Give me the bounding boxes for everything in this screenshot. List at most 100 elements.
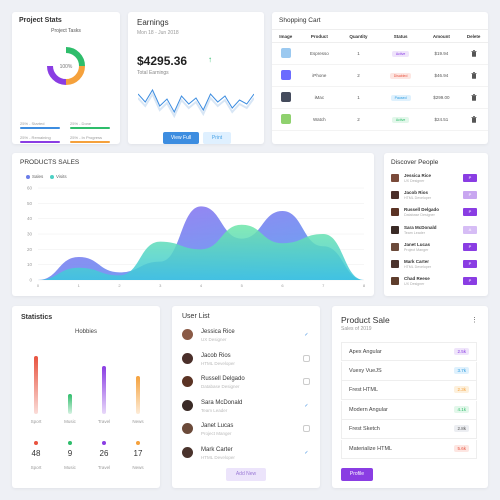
user-checkbox[interactable]: ✓	[303, 449, 310, 456]
user-role: Database Designer	[201, 384, 240, 390]
hobby-dot	[68, 441, 72, 445]
list-item: Sara McDonald Team Leader A	[391, 224, 483, 238]
list-item: Materialize HTML 5.6k	[341, 439, 477, 459]
user-name: Jacob Rios	[201, 352, 231, 359]
cart-product: Espresso	[299, 42, 340, 65]
earnings-line	[138, 88, 254, 114]
cart-image-cell	[272, 108, 300, 131]
person-name: Mark Carter	[404, 259, 430, 264]
follow-button[interactable]: P	[463, 208, 477, 217]
follow-button[interactable]: P	[463, 242, 477, 251]
x-tick-label: 5	[241, 283, 244, 288]
trash-icon[interactable]	[471, 49, 477, 58]
product-name: Frest Sketch	[349, 426, 380, 432]
person-role: Database Designer	[404, 213, 435, 218]
user-checkbox[interactable]	[303, 425, 310, 433]
avatar	[391, 191, 399, 200]
status-badge: Paused	[390, 94, 411, 101]
earnings-card: Earnings Mon 18 - Jun 2018 $4295.36 ↑ To…	[128, 12, 264, 144]
y-tick-label: 30	[27, 232, 33, 237]
product-sales-area-chart: 0 10 20 30 40 50 60 0 1 2 3 4 5 6 7 8	[27, 186, 366, 289]
project-tasks-donut: 100%	[47, 47, 85, 85]
follow-button[interactable]: P	[463, 191, 477, 200]
add-new-button[interactable]: Add New	[226, 468, 266, 481]
cart-image-cell	[272, 42, 300, 65]
legend-sales-swatch	[26, 174, 30, 179]
person-role: HTML Developer	[404, 196, 432, 201]
view-full-button[interactable]: View Full	[163, 132, 199, 144]
hobby-label: Sport	[30, 419, 42, 424]
list-item: Modern Angular 4.1k	[341, 400, 477, 420]
discover-people-card: Discover People Jessica Rice UX Designer P…	[384, 153, 488, 296]
list-item: Jacob Rios HTML Developer	[182, 351, 312, 371]
person-name: Jacob Rios	[404, 190, 429, 196]
user-checkbox[interactable]: ✓	[303, 401, 310, 409]
profile-button[interactable]: Profile	[341, 468, 373, 481]
hobby-label-bottom: News	[132, 465, 144, 470]
stat-remaining-bar	[20, 141, 60, 143]
trash-icon[interactable]	[471, 93, 477, 102]
cart-product: Watch	[299, 108, 340, 131]
table-row: Espresso 1 Active $19.94	[272, 42, 488, 65]
person-name: Janet Lucas	[404, 241, 431, 247]
avatar	[182, 399, 193, 411]
follow-button[interactable]: P	[463, 277, 477, 286]
cart-header-quantity: Quantity	[339, 29, 378, 43]
cart-status-cell: Active	[377, 42, 424, 65]
product-sales-card: PRODUCTS SALES Sales Visits 0 10 20 30 40 50 6…	[12, 153, 374, 296]
table-row: iPhone 2 Disabled $46.94	[272, 64, 488, 87]
user-checkbox[interactable]	[303, 354, 310, 362]
user-checkbox[interactable]	[303, 378, 310, 386]
more-vertical-icon[interactable]: ⋮	[471, 317, 478, 324]
avatar	[182, 423, 193, 435]
person-role: UX Designer	[404, 282, 425, 287]
list-item: Russell Delgado Database Designer	[182, 374, 312, 394]
avatar	[182, 352, 193, 364]
trash-icon[interactable]	[471, 71, 477, 80]
hobby-label: News	[132, 419, 144, 424]
hobby-value: 48	[31, 449, 41, 458]
follow-button[interactable]: P	[463, 260, 477, 268]
sale-value-badge: 2.3k	[454, 386, 469, 393]
cart-quantity: 1	[339, 42, 378, 65]
hobby-value: 9	[67, 449, 73, 458]
avatar	[391, 260, 399, 268]
user-name: Russell Delgado	[201, 376, 245, 383]
print-button[interactable]: Print	[203, 132, 231, 144]
avatar	[182, 447, 193, 458]
sale-value-badge: 3.7k	[454, 366, 469, 374]
user-role: Team Leader	[201, 407, 228, 413]
sale-value-badge: 4.1k	[454, 405, 469, 413]
product-image	[280, 48, 291, 58]
cart-quantity: 2	[339, 108, 378, 131]
trash-icon[interactable]	[471, 115, 477, 124]
follow-button[interactable]: P	[463, 174, 477, 182]
legend-sales: Sales	[26, 174, 43, 179]
follow-button[interactable]: A	[463, 225, 477, 234]
status-badge: Disabled	[389, 72, 412, 79]
legend-sales-label: Sales	[32, 174, 44, 179]
avatar	[182, 329, 193, 340]
cart-amount: $24.51	[423, 108, 460, 131]
x-tick-label: 3	[159, 283, 162, 288]
cart-status-cell: Disabled	[377, 64, 424, 87]
hobby-dot	[102, 441, 106, 445]
cart-status-cell: Active	[377, 108, 424, 131]
product-name: Modern Angular	[349, 406, 388, 413]
hobby-bar-news	[136, 375, 140, 414]
stat-remaining-label: 25% - Remaining	[20, 135, 51, 140]
user-checkbox[interactable]: ✓	[303, 331, 310, 338]
product-name: Vuexy VueJS	[349, 367, 382, 374]
product-image	[280, 92, 291, 102]
product-sale-subtitle: Sales of 2019	[341, 326, 372, 332]
hobby-label-bottom: Music	[64, 465, 76, 470]
user-role: HTML Developer	[201, 360, 235, 366]
user-list-card: User List Jessica Rice UX Designer ✓ Jacob …	[172, 306, 320, 488]
cart-table: Image Product Quantity Status Amount Delete E…	[272, 29, 488, 131]
cart-header-delete: Delete	[459, 29, 488, 43]
hobby-label-bottom: Travel	[97, 465, 111, 470]
list-item: Janet Lucas Project Manger	[182, 421, 312, 441]
cart-header-status: Status	[377, 29, 424, 43]
cart-image-cell	[272, 86, 300, 109]
x-tick-label: 7	[322, 283, 325, 288]
